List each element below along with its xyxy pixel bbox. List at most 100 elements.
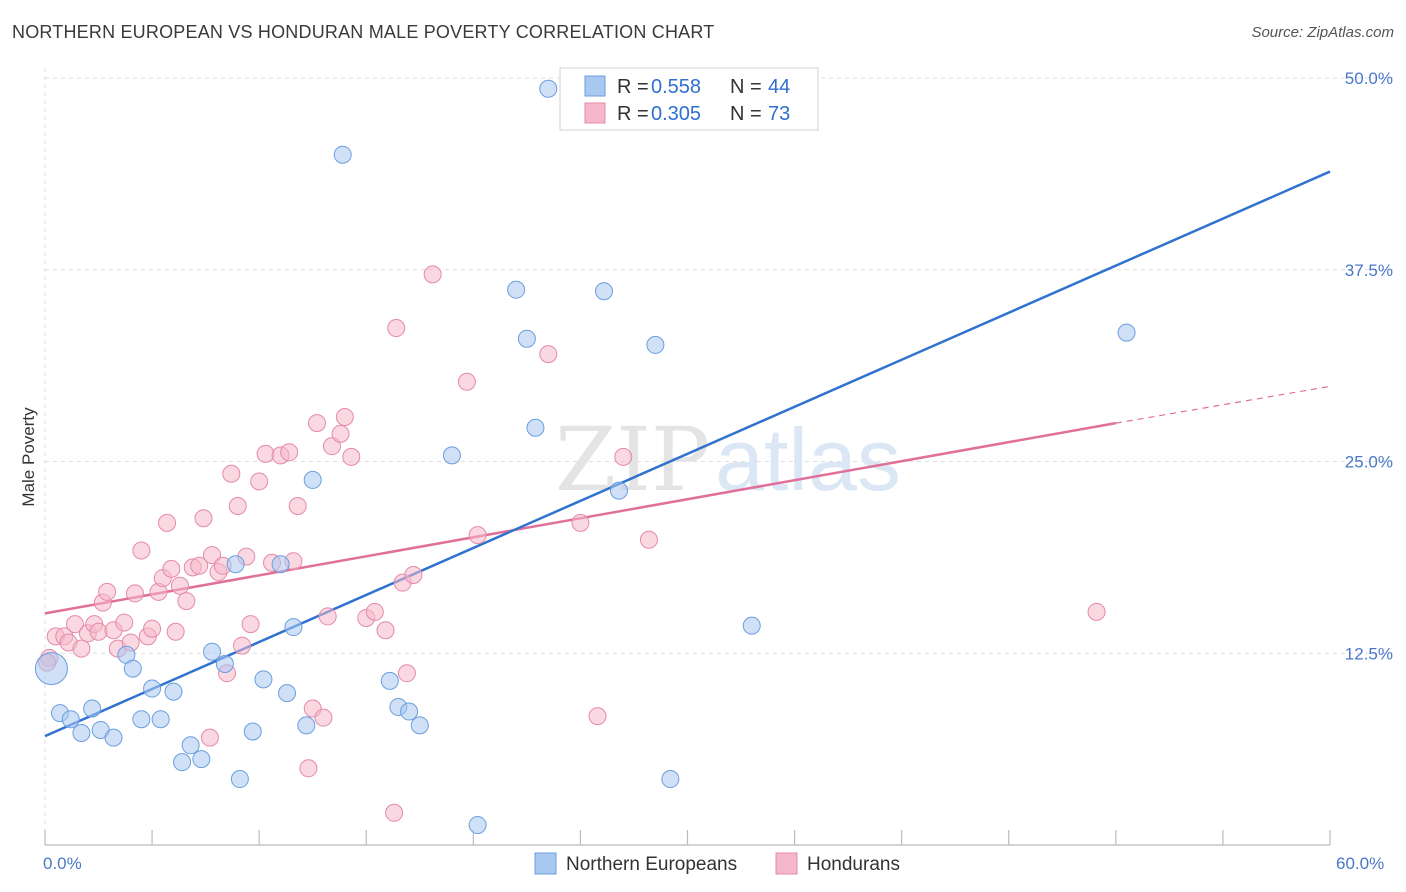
- northern-europeans-point: [526, 418, 545, 437]
- legend-n-value-1: 44: [768, 76, 790, 98]
- honduran-point: [342, 447, 361, 466]
- honduran-point: [228, 496, 247, 515]
- northern-europeans-point: [34, 652, 68, 686]
- northern-europeans-point: [123, 659, 142, 678]
- y-tick-label: 37.5%: [1345, 261, 1393, 280]
- northern-europeans-point: [143, 679, 162, 698]
- honduran-point: [468, 526, 487, 545]
- legend-r-value-2: 0.305: [651, 103, 701, 125]
- northern-europeans-point: [215, 654, 234, 673]
- northern-europeans-point: [83, 699, 102, 718]
- honduran-point: [162, 559, 181, 578]
- x-tick-label-max: 60.0%: [1336, 854, 1384, 873]
- honduran-point: [256, 444, 275, 463]
- honduran-point: [588, 707, 607, 726]
- northern-europeans-point: [380, 671, 399, 690]
- honduran-point: [280, 443, 299, 462]
- northern-europeans-point: [646, 335, 665, 354]
- watermark-zip: ZIP: [555, 408, 710, 511]
- honduran-point: [125, 584, 144, 603]
- northern-europeans-trend-line: [44, 170, 1331, 738]
- y-tick-label: 50.0%: [1345, 69, 1393, 88]
- honduran-point: [177, 592, 196, 611]
- honduran-point: [639, 530, 658, 549]
- northern-europeans-point: [243, 722, 262, 741]
- northern-europeans-point: [742, 616, 761, 635]
- honduran-point: [539, 345, 558, 364]
- northern-europeans-point: [303, 470, 322, 489]
- honduran-point: [423, 265, 442, 284]
- chart-title: NORTHERN EUROPEAN VS HONDURAN MALE POVER…: [12, 22, 715, 42]
- northern-europeans-point: [132, 710, 151, 729]
- legend-swatch-blue: [584, 75, 606, 97]
- honduran-point: [158, 513, 177, 532]
- watermark-atlas: atlas: [715, 410, 901, 509]
- honduran-point: [200, 728, 219, 747]
- bottom-legend-label-northern-europeans: Northern Europeans: [566, 854, 737, 875]
- honduran-point: [1087, 602, 1106, 621]
- northern-europeans-point: [297, 716, 316, 735]
- honduran-point: [331, 424, 350, 443]
- northern-europeans-point: [517, 329, 536, 348]
- x-axis-ticks: [44, 830, 1331, 845]
- northern-europeans-point: [333, 145, 352, 164]
- honduran-point: [314, 708, 333, 727]
- bottom-legend-swatch-blue: [534, 852, 557, 875]
- bottom-legend-label-hondurans: Hondurans: [807, 854, 900, 875]
- northern-europeans-point: [661, 770, 680, 789]
- honduran-point: [72, 639, 91, 658]
- honduran-point: [166, 622, 185, 641]
- legend-r-label-1: R =: [617, 76, 649, 98]
- northern-europeans-point: [181, 736, 200, 755]
- honduran-point: [143, 619, 162, 638]
- northern-europeans-point: [609, 481, 628, 500]
- honduran-point: [233, 636, 252, 655]
- northern-europeans-point: [271, 555, 290, 574]
- honduran-point: [307, 414, 326, 433]
- honduran-point: [250, 472, 269, 491]
- northern-europeans-point: [539, 79, 558, 98]
- northern-europeans-point: [594, 282, 613, 301]
- honduran-point: [365, 602, 384, 621]
- x-tick-label-min: 0.0%: [43, 854, 82, 873]
- northern-europeans-point: [104, 728, 123, 747]
- northern-europeans-point: [278, 684, 297, 703]
- northern-europeans-point: [164, 682, 183, 701]
- legend-swatch-pink: [584, 102, 606, 124]
- honduran-point: [318, 607, 337, 626]
- northern-europeans-point: [226, 555, 245, 574]
- northern-europeans-point: [230, 770, 249, 789]
- northern-europeans-point: [203, 642, 222, 661]
- honduran-point: [203, 546, 222, 565]
- y-tick-label: 12.5%: [1345, 644, 1393, 663]
- honduran-point: [65, 615, 84, 634]
- northern-europeans-point: [284, 618, 303, 637]
- honduran-point: [387, 319, 406, 338]
- northern-europeans-point: [507, 280, 526, 299]
- legend-n-value-2: 73: [768, 103, 790, 125]
- northern-europeans-point: [1117, 323, 1136, 342]
- northern-europeans-point: [151, 710, 170, 729]
- northern-europeans-point: [442, 446, 461, 465]
- hondurans-trend-extension: [1115, 385, 1331, 424]
- honduran-point: [98, 582, 117, 601]
- honduran-point: [190, 556, 209, 575]
- y-axis-tick-labels: 12.5% 25.0% 37.5% 50.0%: [1345, 69, 1393, 663]
- northern-europeans-point: [468, 816, 487, 835]
- honduran-point: [322, 437, 341, 456]
- honduran-point: [89, 622, 108, 641]
- northern-europeans-points: [34, 79, 1136, 835]
- northern-europeans-point: [173, 753, 192, 772]
- legend-n-label-2: N =: [730, 103, 762, 125]
- honduran-point: [288, 496, 307, 515]
- honduran-point: [194, 509, 213, 528]
- honduran-point: [457, 372, 476, 391]
- y-axis-label: Male Poverty: [19, 407, 38, 507]
- honduran-point: [299, 759, 318, 778]
- legend-r-label-2: R =: [617, 103, 649, 125]
- honduran-point: [115, 613, 134, 632]
- honduran-point: [222, 464, 241, 483]
- honduran-point: [170, 576, 189, 595]
- northern-europeans-point: [72, 724, 91, 743]
